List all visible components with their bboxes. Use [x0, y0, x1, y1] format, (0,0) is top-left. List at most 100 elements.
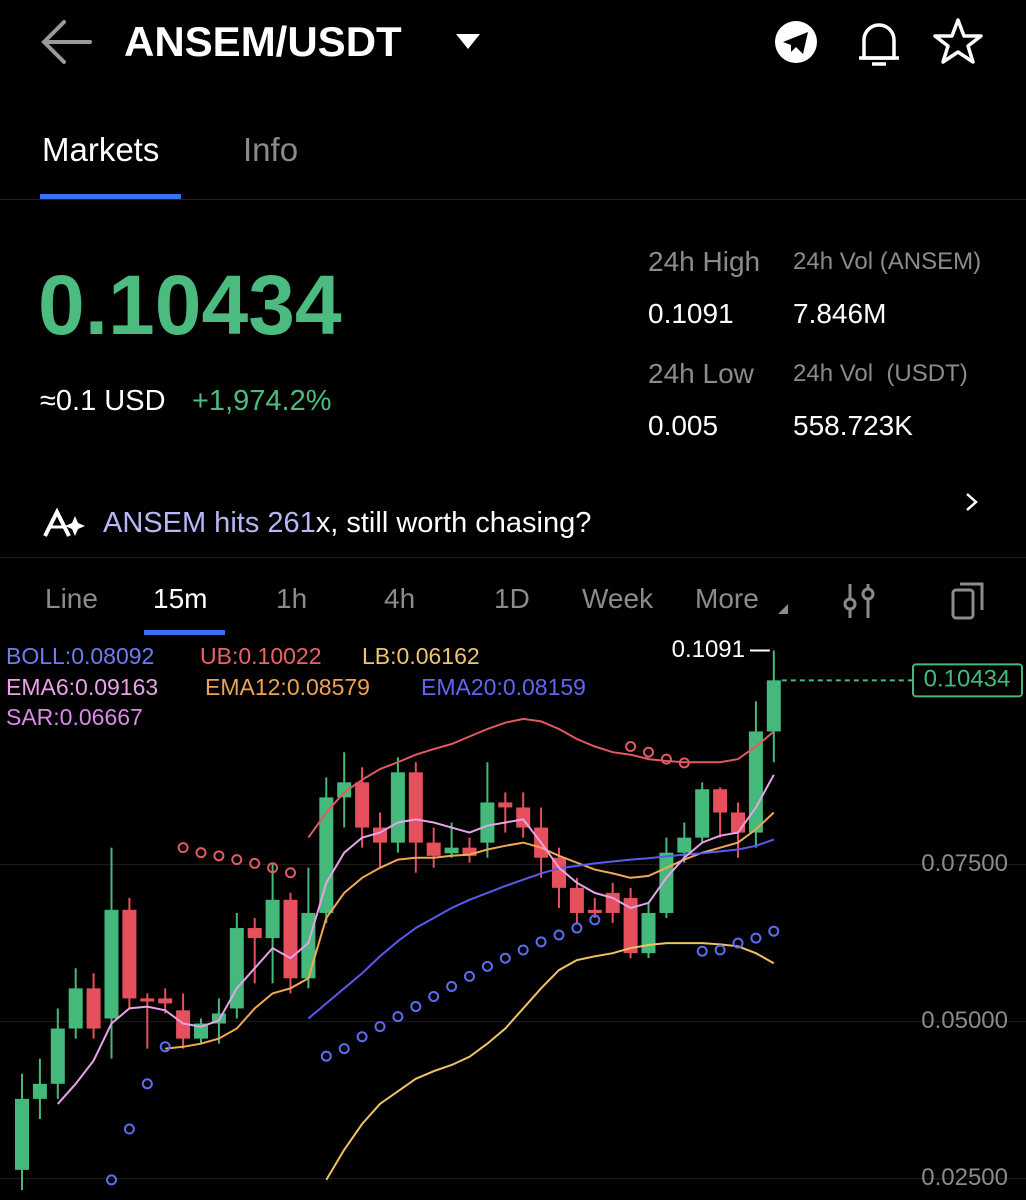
sar-dot	[285, 867, 296, 879]
sar-dot	[517, 944, 529, 956]
y-tick-label: 0.05000	[921, 1007, 1008, 1034]
banner-text: x, still worth chasing?	[315, 507, 592, 539]
candle-body	[677, 837, 692, 853]
telegram-button[interactable]	[775, 21, 817, 63]
candle-body	[158, 998, 173, 1004]
pair-title: ANSEM/USDT	[124, 18, 402, 65]
interval[interactable]: More	[695, 583, 759, 614]
max-marker-label: 0.1091	[672, 636, 745, 663]
layout-button[interactable]	[951, 582, 984, 620]
sar-dot	[446, 980, 458, 992]
candle-body	[15, 1098, 29, 1170]
sar-dot	[374, 1021, 386, 1033]
stat-value: 558.723K	[793, 410, 913, 441]
stat-value: 7.846M	[793, 298, 887, 329]
y-tick-label: 0.07500	[921, 850, 1008, 877]
sar-dot	[535, 936, 547, 948]
sar-dot	[159, 1041, 171, 1053]
candle-body	[247, 928, 262, 939]
sar-dot	[696, 945, 708, 957]
interval-indicator	[144, 630, 225, 635]
sar-dot	[267, 862, 279, 874]
candle-body	[731, 812, 745, 833]
sar-dot	[643, 746, 654, 758]
sar-dot	[195, 847, 207, 859]
news-banner[interactable]: ANSEM hits 261x, still worth chasing?	[103, 509, 591, 538]
candle-body	[695, 789, 710, 838]
indicator-label: EMA12:0.08579	[205, 674, 370, 700]
usd-price: ≈0.1 USD	[40, 385, 166, 417]
sar-dot	[231, 854, 243, 866]
back-button[interactable]	[41, 20, 92, 64]
candle-body	[194, 1023, 208, 1039]
candle-body	[713, 789, 728, 813]
candle-body	[104, 909, 119, 1019]
candle-body	[32, 1083, 47, 1099]
stat-label: 24h Vol (ANSEM)	[793, 248, 982, 275]
last-price: 0.10434	[38, 258, 342, 352]
stat-value: 0.1091	[648, 298, 734, 329]
sar-dot	[320, 1050, 332, 1062]
sar-dot	[141, 1078, 153, 1090]
candle-body	[50, 1028, 65, 1084]
price-change: +1,974.2%	[192, 385, 332, 417]
last-price-tag	[912, 663, 1023, 698]
interval[interactable]: 1D	[494, 583, 530, 614]
sar-dot	[768, 925, 780, 937]
interval[interactable]: 15m	[153, 583, 208, 614]
stat-value: 0.005	[648, 410, 719, 441]
candle-body	[426, 842, 441, 856]
sar-dot	[338, 1043, 350, 1055]
sar-dot	[177, 842, 189, 854]
sar-dot	[464, 970, 475, 982]
stat-label: 24h Vol (USDT)	[793, 360, 968, 387]
stat-label: 24h Low	[648, 358, 754, 389]
candle-body	[408, 772, 423, 843]
sar-dot	[106, 1174, 117, 1186]
interval[interactable]: Week	[582, 583, 654, 614]
last-price-label: 0.10434	[924, 666, 1011, 693]
interval[interactable]: 1h	[276, 583, 308, 614]
indicator-label: EMA20:0.08159	[421, 674, 586, 700]
favorite-button[interactable]	[933, 18, 983, 64]
more-triangle	[778, 604, 788, 614]
chevron[interactable]	[962, 490, 982, 514]
indicator-label: LB:0.06162	[362, 643, 480, 669]
candle-body	[122, 909, 137, 999]
indicator-line	[165, 811, 775, 1050]
tab[interactable]: Info	[243, 131, 299, 168]
banner-highlight: ANSEM hits 261	[103, 507, 316, 539]
pair-dropdown[interactable]	[456, 34, 480, 49]
sar-dot	[625, 741, 637, 753]
sar-dot	[356, 1031, 368, 1043]
indicator-label: UB:0.10022	[200, 643, 321, 669]
divider	[0, 199, 1026, 200]
sar-dot	[428, 991, 440, 1003]
sar-dot	[481, 960, 493, 972]
candle-body	[301, 912, 316, 979]
ai-icon	[43, 507, 85, 537]
indicator-line	[307, 717, 775, 839]
candle-body	[355, 782, 370, 828]
interval[interactable]: Line	[45, 583, 98, 614]
candle-body	[229, 928, 244, 1009]
sar-dot	[732, 937, 744, 949]
candle-body	[337, 782, 352, 798]
indicator-line	[307, 838, 775, 1020]
candle-body	[766, 680, 781, 732]
interval[interactable]: 4h	[384, 583, 416, 614]
tab-indicator	[40, 194, 181, 199]
candle-body	[498, 802, 513, 808]
divider	[0, 557, 1026, 558]
sar-dot	[589, 914, 601, 926]
tab[interactable]: Markets	[42, 131, 160, 168]
candle-body	[319, 797, 334, 913]
candle-body	[748, 731, 763, 833]
candle-body	[140, 998, 155, 1002]
sar-dot	[660, 753, 672, 765]
alert-button[interactable]	[859, 23, 899, 66]
sar-dot	[714, 944, 726, 956]
candle-body	[68, 988, 83, 1029]
sar-dot	[750, 932, 762, 944]
indicator-button[interactable]	[843, 584, 875, 618]
